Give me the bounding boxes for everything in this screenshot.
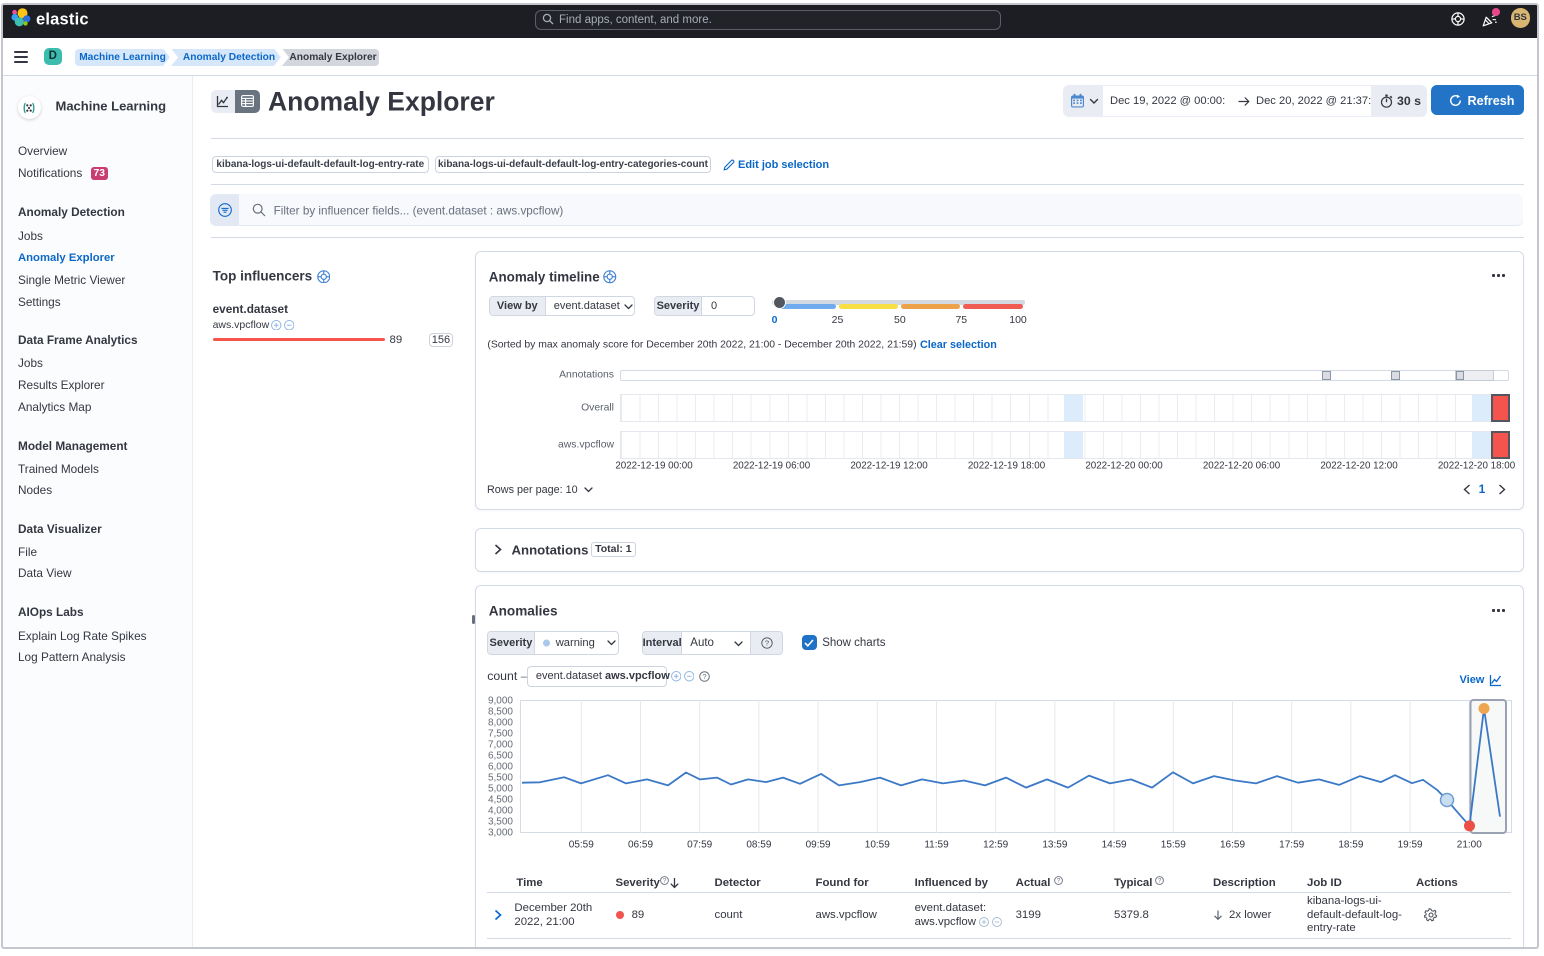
svg-text:?: ?	[1157, 877, 1161, 884]
svg-text:?: ?	[1057, 877, 1061, 884]
svg-text:?: ?	[702, 672, 706, 681]
svg-text:?: ?	[663, 877, 667, 884]
svg-text:?: ?	[765, 639, 769, 648]
